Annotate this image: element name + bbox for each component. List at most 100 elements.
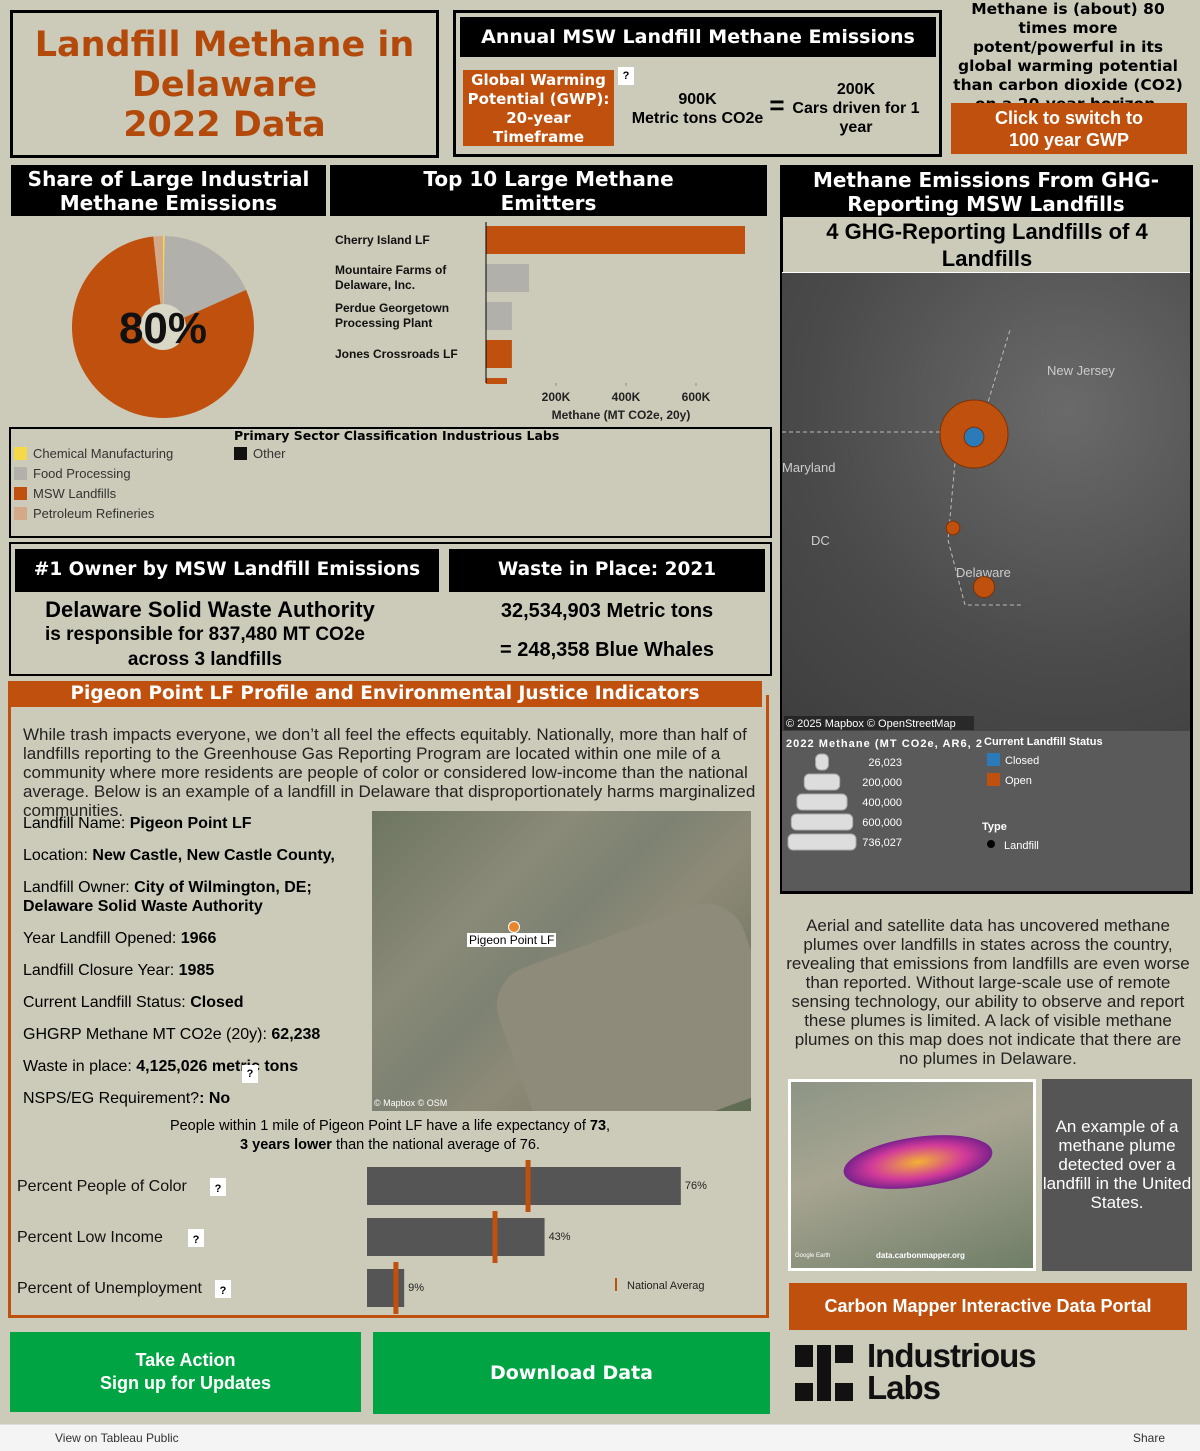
field-value: City of Wilmington, DE; Delaware Solid W… (23, 879, 312, 915)
logo-line: Labs (867, 1369, 941, 1406)
bar (486, 302, 512, 330)
value-label: 76% (685, 1180, 707, 1192)
field-label: Landfill Name: (23, 815, 130, 832)
attribution-bg (784, 716, 974, 730)
row-label: Percent People of Color (17, 1178, 188, 1195)
waste-whales: = 248,358 Blue Whales (499, 639, 714, 661)
share-button[interactable]: Share (1133, 1431, 1166, 1445)
logo-text: Industrious Labs (867, 1337, 1037, 1406)
legend-label: Closed (1005, 755, 1039, 767)
map-label: Pigeon Point LF (467, 933, 557, 947)
cars-unit: Cars driven for 1 year (792, 100, 920, 136)
field-value: Closed (190, 994, 244, 1011)
field-label: Waste in place: (23, 1058, 137, 1075)
field-label: Current Landfill Status: (23, 994, 191, 1011)
map-label: Delaware (956, 565, 1011, 580)
value-label: 9% (408, 1282, 424, 1294)
field-value: 62,238 (271, 1026, 321, 1043)
help-icon[interactable]: ? (193, 1234, 200, 1246)
button-line: Click to switch to (994, 107, 1144, 128)
state-border (782, 431, 1022, 606)
download-button[interactable]: Download Data (373, 1332, 770, 1414)
text: , (606, 1118, 611, 1134)
field-label: Landfill Owner: (23, 879, 135, 896)
equals: = (769, 90, 785, 120)
plume-caption: An example of a methane plume detected o… (1042, 1079, 1192, 1271)
tableau-link[interactable]: View on Tableau Public (55, 1431, 179, 1445)
legend-box (9, 427, 772, 538)
bar (486, 340, 512, 368)
help-icon[interactable]: ? (215, 1183, 222, 1195)
size-legend-mark (796, 793, 848, 811)
map-panel (780, 165, 1193, 894)
profile-field: Landfill Name: Pigeon Point LF (23, 814, 368, 833)
logo-shape (795, 1383, 813, 1401)
methane-unit: Metric tons CO2e (631, 110, 764, 127)
field-value: : No (199, 1090, 231, 1107)
bar (367, 1167, 681, 1205)
row-label: Percent Low Income (17, 1229, 163, 1246)
help-icon[interactable]: ? (242, 1065, 258, 1083)
field-label: Landfill Closure Year: (23, 962, 179, 979)
title-line: Landfill Methane in (34, 25, 415, 65)
portal-button[interactable]: Carbon Mapper Interactive Data Portal (789, 1283, 1187, 1330)
profile-title: Pigeon Point LF Profile and Environmenta… (8, 681, 762, 707)
y-tick-label: Mountaire Farms of Delaware, Inc. (335, 263, 447, 292)
take-action-button[interactable]: Take Action Sign up for Updates (10, 1332, 361, 1412)
logo-shape (817, 1345, 831, 1401)
legend-label: Petroleum Refineries (33, 506, 155, 521)
pie-title: Share of Large Industrial Methane Emissi… (11, 165, 326, 216)
landfill-point (945, 520, 961, 536)
help-icon[interactable]: ? (220, 1285, 227, 1297)
logo-mark (795, 1345, 853, 1401)
owner-detail: is responsible for 837,480 MT CO2e acros… (45, 624, 365, 670)
legend-swatch (14, 447, 27, 460)
legend-title: Primary Sector Classification Industriou… (234, 428, 560, 443)
profile-intro: While trash impacts everyone, we don’t a… (23, 725, 756, 817)
map-attribution: © 2025 Mapbox © OpenStreetMap (786, 718, 956, 730)
logo-line: Industrious (867, 1337, 1037, 1374)
legend-swatch (987, 840, 995, 848)
size-legend-mark (803, 773, 841, 791)
text: than the national average of 76. (331, 1137, 540, 1153)
help-icon[interactable]: ? (618, 67, 634, 85)
logo-shape (835, 1345, 853, 1363)
profile-field: Current Landfill Status: Closed (23, 993, 368, 1012)
button-line: Take Action (135, 1350, 236, 1370)
map-label: Maryland (782, 460, 835, 475)
gwp-label: Global Warming Potential (GWP): 20-year … (463, 70, 614, 146)
emissions-figure: 900K Metric tons CO2e (630, 90, 765, 128)
profile-field: Landfill Closure Year: 1985 (23, 961, 368, 980)
credit: Google Earth (795, 1253, 831, 1259)
title-line: Delaware (131, 65, 318, 105)
legend-title: 2022 Methane (MT CO2e, AR6, 2 (786, 738, 982, 750)
pie-center-label: 80% (119, 304, 207, 353)
legend-label: MSW Landfills (33, 486, 117, 501)
gwp-switch-button[interactable]: Click to switch to 100 year GWP (951, 103, 1187, 154)
x-tick-label: 600K (682, 390, 711, 404)
y-tick-label: Jones Crossroads LF (335, 347, 458, 361)
profile-field: NSPS/EG Requirement?: No? (23, 1065, 368, 1108)
x-axis-label: Methane (MT CO2e, 20y) (552, 408, 691, 422)
field-value: New Castle, New Castle County, (92, 847, 335, 864)
legend-swatch (987, 753, 1000, 766)
map-legend (782, 731, 1190, 891)
map-label: DC (811, 533, 830, 548)
aerial-text: Aerial and satellite data has uncovered … (786, 916, 1190, 1068)
title-mask (982, 734, 1182, 750)
bar (486, 264, 530, 292)
row-label: Percent of Unemployment (17, 1280, 203, 1297)
title-box: Landfill Methane in Delaware 2022 Data (10, 10, 439, 158)
footer: View on Tableau Public Share (0, 1424, 1200, 1451)
text: 73 (589, 1118, 607, 1134)
map-area (782, 272, 1190, 731)
bar-group (486, 226, 745, 384)
emissions-box (453, 10, 942, 157)
pie-center (140, 304, 186, 350)
title-line: 2022 Data (123, 105, 326, 145)
plume-image: Google Earth data.carbonmapper.org (788, 1079, 1036, 1271)
field-label: GHGRP Methane MT CO2e (20y): (23, 1026, 272, 1043)
legend-label: Other (253, 446, 286, 461)
landfill-point (963, 426, 985, 448)
x-tick-label: 400K (612, 390, 641, 404)
